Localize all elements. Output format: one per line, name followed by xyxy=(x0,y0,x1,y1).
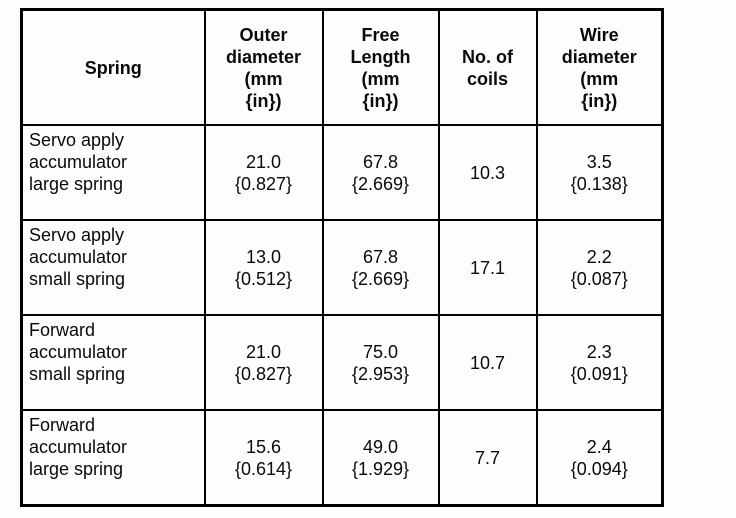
outer-diameter-cell: 21.0 {0.827} xyxy=(203,124,324,221)
free-length-cell: 49.0 {1.929} xyxy=(321,409,440,507)
col-header-free-length: Free Length (mm {in}) xyxy=(321,8,440,126)
col-header-spring: Spring xyxy=(20,8,206,126)
spring-spec-table: Spring Outer diameter (mm {in}) Free Len… xyxy=(20,8,664,507)
free-length-cell: 67.8 {2.669} xyxy=(321,219,440,316)
no-of-coils-cell: 17.1 xyxy=(437,219,538,316)
no-of-coils-cell: 7.7 xyxy=(437,409,538,507)
free-length-cell: 75.0 {2.953} xyxy=(321,314,440,411)
table-row: Servo apply accumulator large spring 21.… xyxy=(20,124,664,221)
no-of-coils-cell: 10.7 xyxy=(437,314,538,411)
row-label: Forward accumulator large spring xyxy=(20,409,206,507)
col-header-wire-diameter: Wire diameter (mm {in}) xyxy=(535,8,664,126)
table-row: Forward accumulator large spring 15.6 {0… xyxy=(20,409,664,507)
outer-diameter-cell: 15.6 {0.614} xyxy=(203,409,324,507)
table-row: Forward accumulator small spring 21.0 {0… xyxy=(20,314,664,411)
header-row: Spring Outer diameter (mm {in}) Free Len… xyxy=(20,8,664,126)
outer-diameter-cell: 21.0 {0.827} xyxy=(203,314,324,411)
free-length-cell: 67.8 {2.669} xyxy=(321,124,440,221)
outer-diameter-cell: 13.0 {0.512} xyxy=(203,219,324,316)
col-header-no-of-coils: No. of coils xyxy=(437,8,538,126)
row-label: Forward accumulator small spring xyxy=(20,314,206,411)
no-of-coils-cell: 10.3 xyxy=(437,124,538,221)
wire-diameter-cell: 2.4 {0.094} xyxy=(535,409,664,507)
wire-diameter-cell: 2.3 {0.091} xyxy=(535,314,664,411)
col-header-outer-diameter: Outer diameter (mm {in}) xyxy=(203,8,324,126)
row-label: Servo apply accumulator large spring xyxy=(20,124,206,221)
wire-diameter-cell: 3.5 {0.138} xyxy=(535,124,664,221)
row-label: Servo apply accumulator small spring xyxy=(20,219,206,316)
table-row: Servo apply accumulator small spring 13.… xyxy=(20,219,664,316)
wire-diameter-cell: 2.2 {0.087} xyxy=(535,219,664,316)
